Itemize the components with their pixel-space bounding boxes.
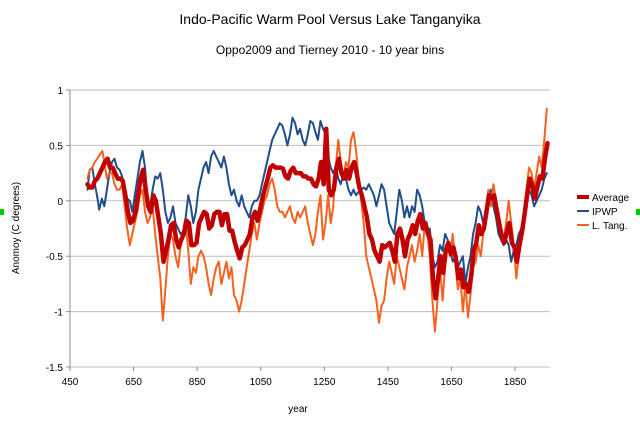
y-axis-ticks: 1 0.5 0 -0.5 -1 -1.5 — [46, 86, 70, 374]
x-tick-label: 1850 — [504, 377, 527, 388]
y-tick-label: 0 — [57, 197, 63, 208]
series-line-average — [85, 126, 550, 301]
x-tick-label: 1250 — [313, 377, 336, 388]
x-tick-label: 1050 — [250, 377, 273, 388]
legend-label: Average — [592, 193, 630, 204]
y-tick-label: 1 — [57, 86, 63, 97]
y-axis-label: Anomoy (C degrees) — [11, 182, 22, 274]
x-tick-label: 850 — [189, 377, 206, 388]
x-tick-label: 450 — [62, 377, 79, 388]
right-resize-handle[interactable] — [636, 209, 640, 215]
legend: Average IPWP L. Tang. — [577, 193, 630, 232]
series-line-l-tang — [86, 107, 548, 333]
chart-subtitle: Oppo2009 and Tierney 2010 - 10 year bins — [216, 43, 444, 57]
left-resize-handle[interactable] — [0, 209, 4, 215]
x-tick-label: 650 — [125, 377, 142, 388]
x-tick-label: 1650 — [440, 377, 463, 388]
x-tick-label: 1450 — [377, 377, 400, 388]
chart-title: Indo-Pacific Warm Pool Versus Lake Tanga… — [179, 11, 480, 27]
y-tick-label: -0.5 — [46, 252, 64, 263]
series-layer — [85, 107, 550, 333]
legend-label: L. Tang. — [592, 221, 627, 232]
legend-label: IPWP — [592, 207, 618, 218]
y-tick-label: -1 — [54, 308, 63, 319]
x-axis-ticks: 450 650 850 1050 1250 1450 1650 1850 — [62, 367, 527, 388]
series-line-ipwp — [86, 116, 548, 285]
x-axis-label: year — [288, 404, 308, 415]
y-tick-label: 0.5 — [49, 141, 63, 152]
y-tick-label: -1.5 — [46, 363, 64, 374]
